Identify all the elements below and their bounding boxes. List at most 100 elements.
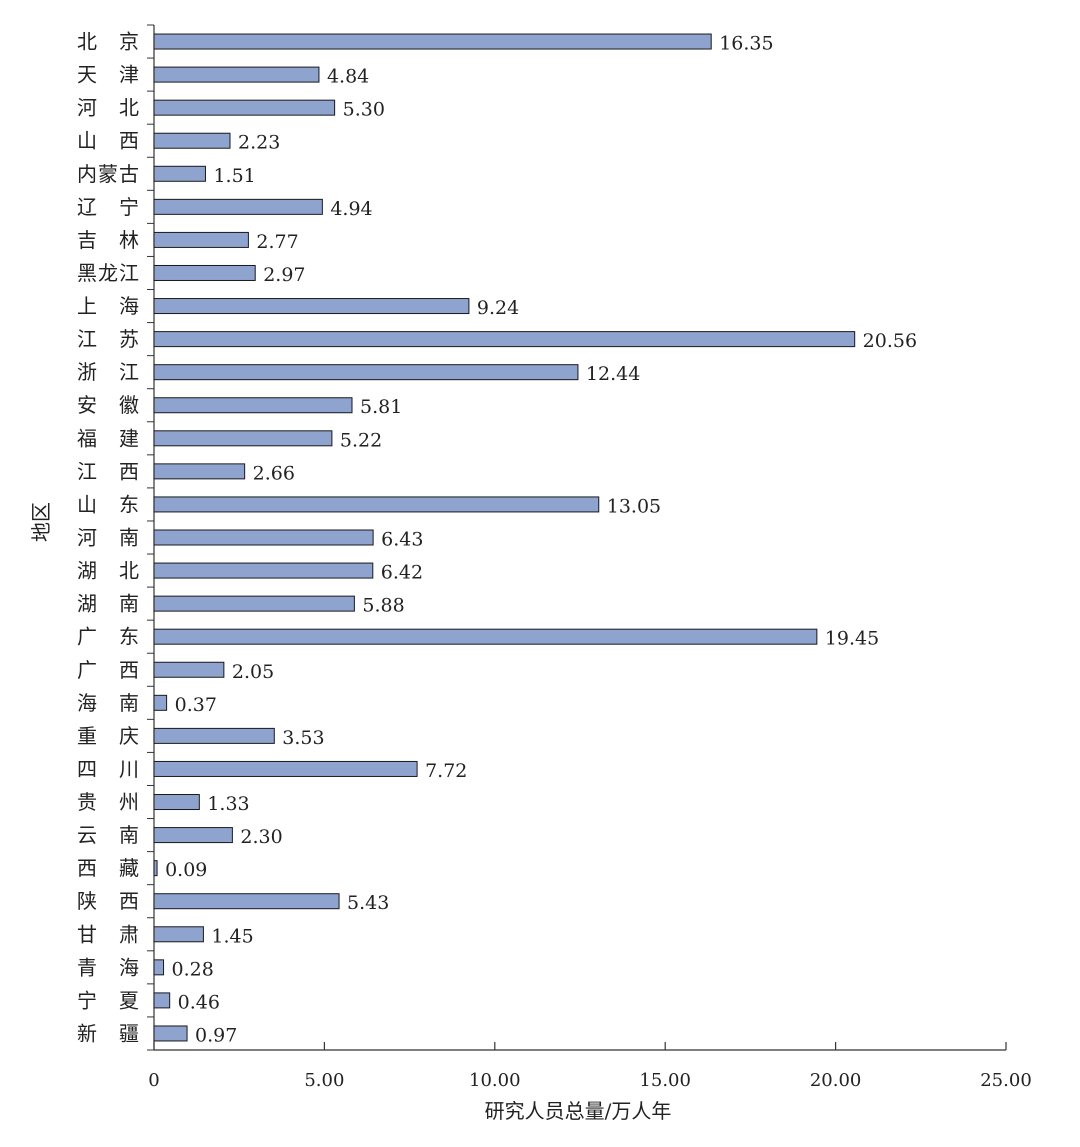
bar [153, 397, 353, 414]
bar [153, 628, 818, 645]
bar [153, 827, 233, 844]
bar [153, 562, 374, 579]
bar-value-label: 4.84 [327, 66, 369, 88]
category-label: 西 藏 [77, 856, 140, 880]
category-label: 天 津 [77, 63, 140, 87]
category-label: 四 川 [77, 757, 140, 781]
bar-value-label: 2.97 [263, 264, 305, 286]
bar [153, 66, 320, 83]
bar-value-label: 2.23 [238, 132, 280, 154]
category-label: 陕 西 [77, 889, 140, 913]
category-label: 重 庆 [77, 724, 140, 748]
bar-value-label: 4.94 [330, 198, 372, 220]
bar-value-label: 1.51 [213, 165, 255, 187]
y-axis-title: 地区 [29, 502, 53, 542]
category-label: 上 海 [77, 294, 140, 318]
category-label: 江 西 [77, 459, 140, 483]
bar [153, 331, 856, 348]
category-label: 内蒙古 [77, 162, 140, 186]
bar [153, 893, 340, 910]
x-axis-title: 研究人员总量/万人年 [485, 1099, 672, 1123]
category-label: 贵 州 [77, 790, 140, 814]
category-label: 江 苏 [77, 327, 140, 351]
bar [153, 496, 600, 513]
category-label: 浙 江 [77, 360, 140, 384]
bar-value-label: 3.53 [282, 727, 324, 749]
bar-value-label: 7.72 [425, 760, 467, 782]
bar [153, 463, 246, 480]
bar [153, 529, 374, 546]
category-label: 山 西 [77, 129, 140, 153]
bar-value-label: 20.56 [863, 330, 917, 352]
category-label: 湖 南 [77, 592, 140, 616]
bar [153, 132, 231, 149]
bar [153, 430, 333, 447]
bar [153, 231, 249, 248]
category-label: 云 南 [77, 823, 140, 847]
category-label: 湖 北 [77, 559, 140, 583]
bar-value-label: 13.05 [607, 495, 661, 517]
bar-value-label: 6.43 [381, 529, 423, 551]
category-label: 宁 夏 [77, 988, 140, 1012]
bar [153, 661, 225, 678]
category-label: 辽 宁 [77, 195, 140, 219]
bar-value-label: 1.33 [207, 793, 249, 815]
x-tick-label: 10.00 [469, 1070, 521, 1091]
bar [153, 992, 171, 1009]
bar [153, 264, 256, 281]
bar-value-label: 19.45 [825, 628, 879, 650]
category-label: 青 海 [77, 955, 140, 979]
bar [153, 1025, 188, 1042]
bar [153, 694, 168, 711]
category-label: 河 北 [77, 96, 140, 120]
bar [153, 298, 470, 315]
bar [153, 364, 579, 381]
category-label: 吉 林 [77, 228, 140, 252]
bar-value-label: 2.30 [240, 826, 282, 848]
bar [153, 959, 165, 976]
bar-value-label: 12.44 [586, 363, 640, 385]
bar [153, 99, 336, 116]
bar-value-label: 5.81 [360, 396, 402, 418]
bar [153, 595, 355, 612]
bar-value-label: 9.24 [477, 297, 519, 319]
bar [153, 860, 158, 877]
category-label: 广 西 [77, 658, 140, 682]
bar-value-label: 0.28 [172, 958, 214, 980]
bar-value-label: 2.77 [256, 231, 298, 253]
category-label: 广 东 [77, 625, 140, 649]
bar-value-label: 0.97 [195, 1024, 237, 1046]
bar-value-label: 5.22 [340, 429, 382, 451]
x-tick-label: 5.00 [304, 1070, 344, 1091]
x-tick-label: 0 [148, 1070, 159, 1091]
bar [153, 727, 275, 744]
bar [153, 165, 206, 182]
bar [153, 198, 323, 215]
bar-value-label: 6.42 [381, 562, 423, 584]
bar [153, 794, 200, 811]
bar-value-label: 0.37 [175, 694, 217, 716]
bar [153, 760, 418, 777]
category-label: 甘 肃 [77, 922, 140, 946]
category-label: 山 东 [77, 492, 140, 516]
x-tick-label: 20.00 [810, 1070, 862, 1091]
bar-value-label: 0.46 [178, 991, 220, 1013]
bar-value-label: 16.35 [719, 33, 773, 55]
category-label: 福 建 [77, 426, 140, 450]
bar-value-label: 2.05 [232, 661, 274, 683]
category-label: 黑龙江 [77, 261, 140, 285]
category-label: 河 南 [77, 526, 140, 550]
x-tick-label: 15.00 [639, 1070, 691, 1091]
bar-value-label: 5.30 [343, 99, 385, 121]
bar-value-label: 5.88 [362, 595, 404, 617]
bar-value-label: 1.45 [211, 925, 253, 947]
bar-value-label: 5.43 [347, 892, 389, 914]
category-label: 安 徽 [77, 393, 140, 417]
bar-value-label: 0.09 [165, 859, 207, 881]
category-label: 北 京 [77, 30, 140, 54]
bar-value-label: 2.66 [253, 462, 295, 484]
bar [153, 926, 204, 943]
x-tick-label: 25.00 [980, 1070, 1032, 1091]
